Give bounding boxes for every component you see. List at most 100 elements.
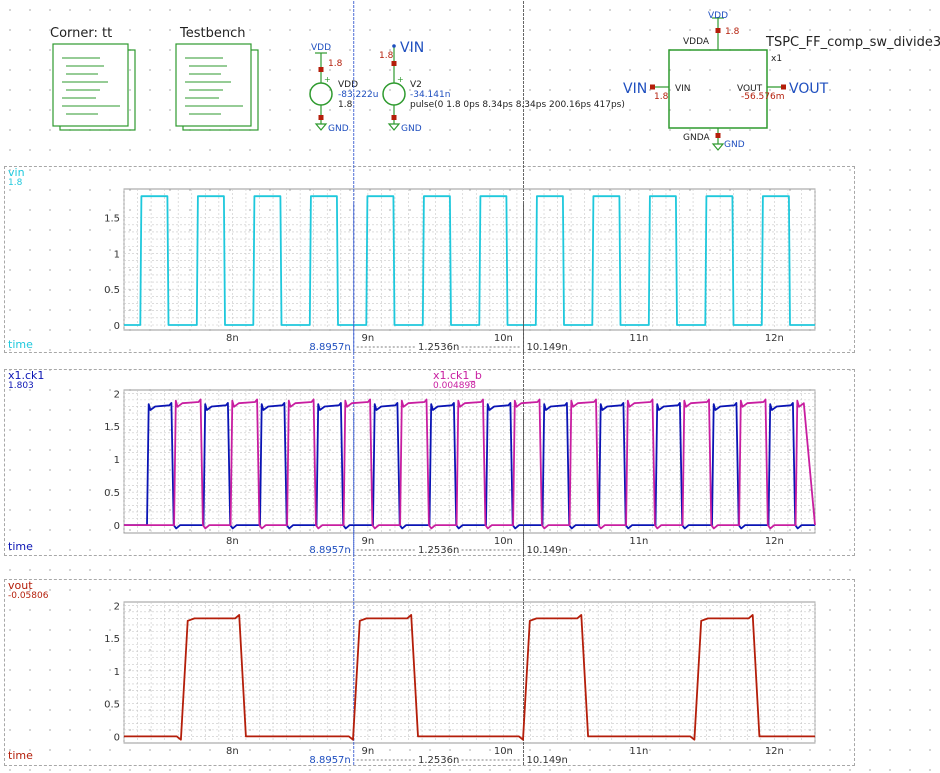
x-tick-label: 10n [494,536,513,547]
x-tick-label: 11n [629,333,648,344]
plot-frame [123,188,816,331]
subckt-vout-value: -56.576m [741,92,785,102]
cursor-delta-readout: 1.2536n [418,755,459,766]
ground-icon [314,123,328,131]
y-tick-label: 0 [114,321,120,332]
vdd-pin-bottom [318,115,324,120]
corner-label: Corner: tt [50,26,112,41]
vdd-pin-top [318,67,324,72]
x-tick-label: 8n [226,536,239,547]
y-tick-label: 2 [114,601,120,612]
signal-value-ck1-b: 0.004898 [433,381,476,391]
series-line-vout [124,614,815,741]
x-tick-label: 8n [226,333,239,344]
x-tick-label: 12n [765,746,784,757]
y-tick-label: 1 [114,667,120,678]
x-axis-label: time [8,540,33,553]
subckt-pin-gnda: GNDA [683,133,710,143]
cursor-2-readout: 10.149n [527,342,568,353]
x-tick-label: 11n [629,746,648,757]
signal-value-ck1: 1.803 [8,381,34,391]
vdd-gnd-label: GND [328,124,349,134]
subckt-pin-vdda: VDDA [683,37,710,47]
signal-name-vin[interactable]: vin [8,166,25,179]
x-axis-label: time [8,749,33,762]
subckt-instance: x1 [771,54,782,64]
vdd-source-current: -83.222u [338,90,378,100]
v2-source-name: V2 [410,80,422,90]
waveform-plot: 0 0.5 1 1.5 2 8n 9n 10n 11n 12n 8.8957n 1.2536n 10.1… [104,204,816,556]
corner-symbol[interactable] [52,43,136,131]
vdd-source-name: VDD [338,80,358,90]
y-tick-label: 0 [114,521,120,532]
ground-icon [387,123,401,131]
subckt-name: TSPC_FF_comp_sw_divide3 [765,35,940,50]
x-tick-label: 10n [494,333,513,344]
waveform-panel-vout[interactable]: vout -0.05806 time 0 0.5 1 1.5 2 8n 9n 10n 11n 12… [4,414,855,766]
vin-pin-top [391,61,397,66]
waveform-panel-ck1[interactable]: x1.ck1 1.803 x1.ck1_b 0.004898 time 0 0.5… [4,204,855,556]
subckt-vdd-net: VDD [708,11,728,21]
svg-text:+: + [397,75,404,84]
vin-net-label: VIN [400,40,424,56]
x-axis-label: time [8,338,33,351]
signal-name-ck1[interactable]: x1.ck1 [8,369,45,382]
subckt-vin-net: VIN [623,81,647,97]
y-tick-label: 1.5 [104,214,120,225]
x-tick-label: 8n [226,746,239,757]
cursor-2-readout: 10.149n [527,755,568,766]
y-tick-label: 0.5 [104,488,120,499]
vin-top-value: 1.8 [379,51,394,61]
series-line-x1-ck1_b [124,398,816,530]
waveform-panel-vin[interactable]: vin 1.8 time 0 0.5 1 1.5 8n 9n 10n 11n 12n 8.8957… [4,1,855,353]
vdd-source-voltage: 1.8 [338,100,353,110]
series-line-vin [124,195,815,326]
subckt-gnd-net: GND [724,140,745,150]
cursor-1-readout: 8.8957n [309,545,350,556]
cursor-2-readout: 10.149n [527,545,568,556]
x-tick-label: 12n [765,333,784,344]
signal-name-vout[interactable]: vout [8,579,33,592]
series-line-x1-ck1 [124,402,815,530]
ground-icon [711,143,725,151]
waveform-plot: 0 0.5 1 1.5 2 8n 9n 10n 11n 12n 8.8957n 1.2536n 10.1… [104,414,816,766]
subckt-pin-vin: VIN [675,84,691,94]
v2-source-current: -34.141n [410,90,450,100]
y-tick-label: 1 [114,249,120,260]
vin-pulse-source[interactable]: + [382,44,406,131]
subckt-vin-value: 1.8 [654,92,669,102]
testbench-symbol[interactable] [175,43,259,131]
signal-value-vin: 1.8 [8,178,23,188]
testbench-label: Testbench [179,26,245,41]
x-tick-label: 9n [362,536,375,547]
vdd-net-label: VDD [311,43,331,53]
y-tick-label: 0 [114,732,120,743]
x-tick-label: 9n [362,746,375,757]
v2-source-spec: pulse(0 1.8 0ps 8.34ps 8.34ps 200.16ps 4… [410,100,625,110]
plot-frame [123,389,816,534]
cursor-1-readout: 8.8957n [309,342,350,353]
cursor-1-readout: 8.8957n [309,755,350,766]
y-tick-label: 2 [114,389,120,400]
vout-pin [781,84,786,90]
y-tick-label: 0.5 [104,285,120,296]
x-tick-label: 10n [494,746,513,757]
vin-gnd-label: GND [401,124,422,134]
vdda-pin [715,28,721,33]
plot-frame [123,601,816,744]
y-tick-label: 1.5 [104,422,120,433]
gnda-pin [715,133,721,138]
waveform-plot: 0 0.5 1 1.5 8n 9n 10n 11n 12n 8.8957n 1.2536n 10.14… [104,1,816,353]
y-tick-label: 1 [114,455,120,466]
signal-name-ck1-b[interactable]: x1.ck1_b [433,369,482,382]
x-tick-label: 11n [629,536,648,547]
cursor-delta-readout: 1.2536n [418,342,459,353]
schematic-canvas: Corner: tt Testbench + VDD 1.8 VDD -83.2… [50,11,940,151]
x-tick-label: 12n [765,536,784,547]
y-tick-label: 1.5 [104,634,120,645]
vin-pin-bottom [391,115,397,120]
y-tick-label: 0.5 [104,700,120,711]
x-tick-label: 9n [362,333,375,344]
vdd-voltage-source[interactable]: + [309,52,333,131]
subckt-symbol[interactable] [650,17,786,151]
